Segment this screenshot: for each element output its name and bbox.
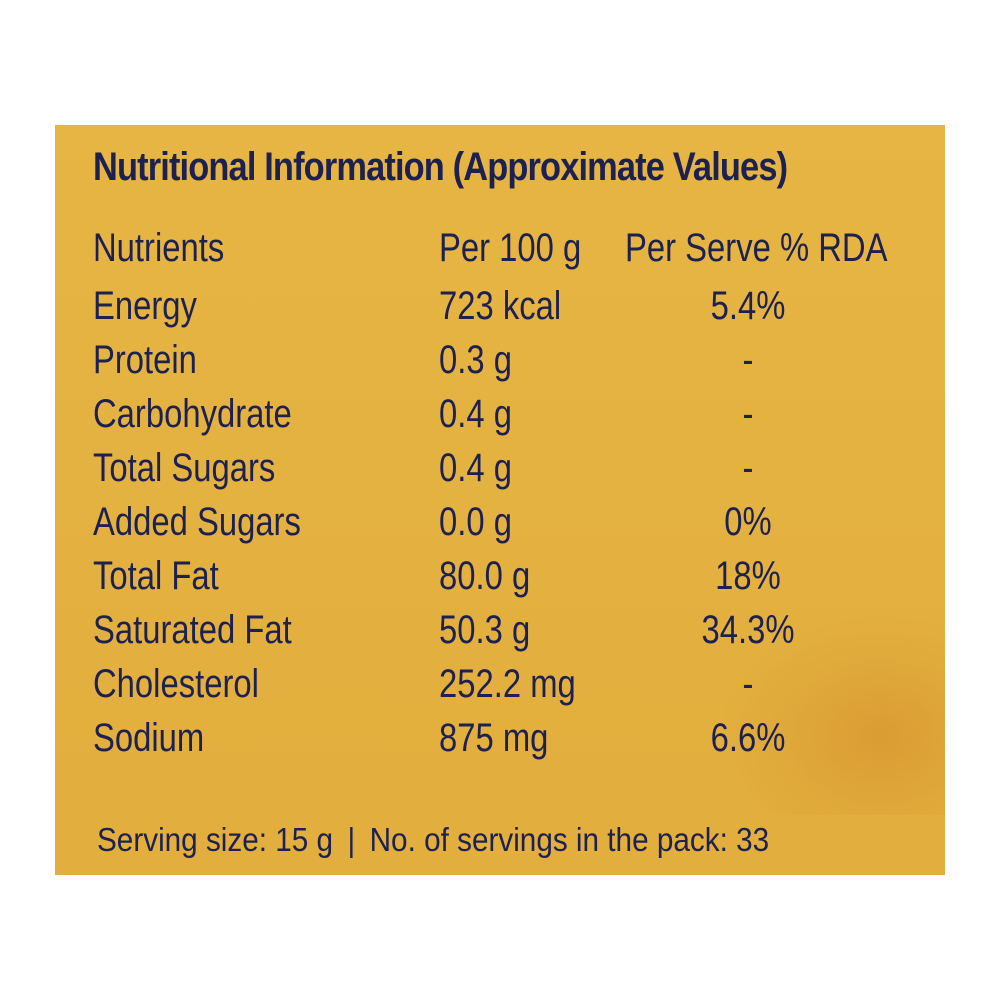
table-header-row: Nutrients Per 100 g Per Serve % RDA bbox=[93, 221, 913, 279]
per-100g-value: 723 kcal bbox=[439, 284, 562, 328]
nutrient-name: Protein bbox=[93, 338, 197, 382]
table-row: Sodium 875 mg 6.6% bbox=[93, 711, 913, 765]
serving-info: Serving size: 15 g | No. of servings in th… bbox=[97, 821, 769, 859]
nutrient-name: Cholesterol bbox=[93, 662, 259, 706]
nutrient-name: Added Sugars bbox=[93, 500, 301, 544]
per-100g-value: 0.3 g bbox=[439, 338, 512, 382]
rda-value: - bbox=[742, 392, 754, 436]
column-header-per-100g: Per 100 g bbox=[439, 226, 582, 270]
table-row: Added Sugars 0.0 g 0% bbox=[93, 495, 913, 549]
nutrient-name: Total Fat bbox=[93, 554, 219, 598]
per-100g-value: 0.0 g bbox=[439, 500, 512, 544]
serving-size: Serving size: 15 g bbox=[97, 821, 334, 858]
nutrient-name: Sodium bbox=[93, 716, 205, 760]
nutrient-name: Saturated Fat bbox=[93, 608, 292, 652]
table-row: Energy 723 kcal 5.4% bbox=[93, 279, 913, 333]
column-header-per-serve-rda: Per Serve % RDA bbox=[625, 226, 888, 270]
table-row: Total Sugars 0.4 g - bbox=[93, 441, 913, 495]
nutrition-label-panel: Nutritional Information (Approximate Val… bbox=[55, 125, 945, 875]
table-row: Carbohydrate 0.4 g - bbox=[93, 387, 913, 441]
column-header-nutrients: Nutrients bbox=[93, 226, 225, 270]
nutrient-name: Energy bbox=[93, 284, 197, 328]
table-row: Cholesterol 252.2 mg - bbox=[93, 657, 913, 711]
table-row: Saturated Fat 50.3 g 34.3% bbox=[93, 603, 913, 657]
per-100g-value: 0.4 g bbox=[439, 446, 512, 490]
per-100g-value: 50.3 g bbox=[439, 608, 531, 652]
rda-value: 18% bbox=[715, 554, 781, 598]
table-row: Total Fat 80.0 g 18% bbox=[93, 549, 913, 603]
per-100g-value: 252.2 mg bbox=[439, 662, 576, 706]
rda-value: - bbox=[742, 338, 754, 382]
per-100g-value: 0.4 g bbox=[439, 392, 512, 436]
table-row: Protein 0.3 g - bbox=[93, 333, 913, 387]
label-title: Nutritional Information (Approximate Val… bbox=[93, 145, 788, 189]
rda-value: 0% bbox=[724, 500, 772, 544]
nutrient-name: Total Sugars bbox=[93, 446, 276, 490]
per-100g-value: 875 mg bbox=[439, 716, 549, 760]
rda-value: 5.4% bbox=[710, 284, 786, 328]
rda-value: - bbox=[742, 662, 754, 706]
rda-value: 34.3% bbox=[701, 608, 795, 652]
nutrition-table: Nutrients Per 100 g Per Serve % RDA Ener… bbox=[93, 221, 913, 765]
servings-per-pack: No. of servings in the pack: 33 bbox=[369, 821, 770, 858]
rda-value: - bbox=[742, 446, 754, 490]
per-100g-value: 80.0 g bbox=[439, 554, 531, 598]
nutrient-name: Carbohydrate bbox=[93, 392, 292, 436]
rda-value: 6.6% bbox=[710, 716, 786, 760]
serving-separator: | bbox=[347, 821, 356, 858]
